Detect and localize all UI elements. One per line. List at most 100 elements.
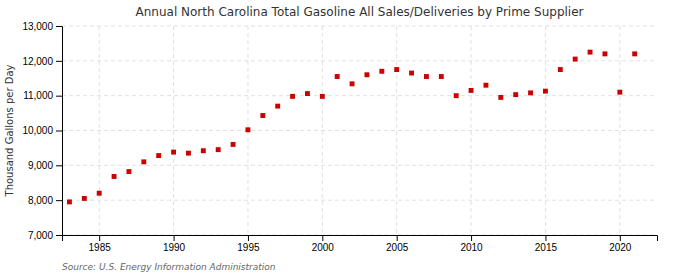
tick-label: 13,000 <box>22 21 53 32</box>
point <box>171 150 176 155</box>
tick: 1985 <box>89 235 112 253</box>
point <box>216 147 221 152</box>
tick: 7,000 <box>28 230 62 241</box>
point <box>260 113 265 118</box>
tick-label: 2010 <box>460 242 483 253</box>
tick-mark <box>56 96 62 97</box>
axis-line <box>63 236 658 242</box>
point <box>275 104 280 109</box>
tick: 2020 <box>609 235 632 253</box>
grid-line <box>62 26 657 27</box>
chart: 1985 1990 1995 2000 2005 2010 2015 2020 7,000 8,0… <box>0 0 675 275</box>
tick: 10,000 <box>22 125 62 136</box>
tick: 2000 <box>312 235 335 253</box>
point <box>558 67 563 72</box>
tick-label: 2000 <box>312 242 335 253</box>
point <box>290 94 295 99</box>
point <box>231 142 236 147</box>
point <box>320 94 325 99</box>
grid-line <box>322 26 323 235</box>
tick-mark <box>174 235 175 241</box>
point <box>439 74 444 79</box>
tick: 1990 <box>163 235 186 253</box>
tick: 9,000 <box>28 160 62 171</box>
point <box>573 57 578 62</box>
tick-mark <box>397 235 398 241</box>
point <box>498 95 503 100</box>
grid-line <box>62 130 657 131</box>
point <box>454 93 459 98</box>
source: Source: U.S. Energy Information Administ… <box>62 262 276 272</box>
tick-mark <box>56 165 62 166</box>
point <box>97 191 102 196</box>
tick: 8,000 <box>28 195 62 206</box>
axis-line <box>56 27 63 236</box>
y-axis: 7,000 8,000 9,000 10,000 11,000 12,000 13,000 <box>22 21 62 241</box>
grid-line <box>62 165 657 166</box>
tick-label: 2015 <box>535 242 558 253</box>
point <box>469 88 474 93</box>
point <box>424 74 429 79</box>
tick: 2015 <box>535 235 558 253</box>
grid-line <box>62 60 657 61</box>
point <box>141 159 146 164</box>
point <box>335 74 340 79</box>
point <box>528 90 533 95</box>
point <box>543 89 548 94</box>
point <box>305 91 310 96</box>
y-axis-label: Thousand Gallons per Day <box>4 64 15 197</box>
title: Annual North Carolina Total Gasoline All… <box>136 5 584 19</box>
tick-label: 1995 <box>237 242 260 253</box>
tick-mark <box>56 131 62 132</box>
tick-mark <box>56 235 62 236</box>
point <box>245 127 250 132</box>
point <box>409 71 414 76</box>
tick-mark <box>56 26 62 27</box>
point <box>350 81 355 86</box>
point <box>156 153 161 158</box>
grid-line <box>471 26 472 235</box>
tick-label: 7,000 <box>28 230 53 241</box>
grid-line <box>619 26 620 235</box>
tick-label: 9,000 <box>28 160 53 171</box>
point <box>632 51 637 56</box>
tick: 11,000 <box>23 90 62 101</box>
tick-label: 2020 <box>609 242 632 253</box>
grid-line <box>545 26 546 235</box>
point <box>126 169 131 174</box>
grid <box>62 26 657 235</box>
tick-mark <box>56 200 62 201</box>
tick-mark <box>322 235 323 241</box>
grid-line <box>62 95 657 96</box>
tick-label: 11,000 <box>23 90 53 101</box>
points <box>67 50 637 205</box>
tick-mark <box>248 235 249 241</box>
tick-label: 1990 <box>163 242 186 253</box>
grid-line <box>62 200 657 201</box>
tick-mark <box>471 235 472 241</box>
tick-label: 2005 <box>386 242 409 253</box>
tick: 1995 <box>237 235 260 253</box>
point <box>602 51 607 56</box>
tick: 2010 <box>460 235 483 253</box>
point <box>483 83 488 88</box>
point <box>67 199 72 204</box>
tick: 12,000 <box>22 56 62 67</box>
grid-line <box>99 26 100 235</box>
point <box>394 67 399 72</box>
tick: 13,000 <box>22 21 62 32</box>
tick-label: 10,000 <box>22 125 53 136</box>
point <box>364 72 369 77</box>
point <box>186 151 191 156</box>
tick-mark <box>620 235 621 241</box>
point <box>201 148 206 153</box>
point <box>112 174 117 179</box>
plot-area: 1985 1990 1995 2000 2005 2010 2015 2020 7,000 8,0… <box>22 21 657 253</box>
grid-line <box>396 26 397 235</box>
tick-label: 12,000 <box>22 56 53 67</box>
tick-label: 8,000 <box>28 195 53 206</box>
point <box>513 92 518 97</box>
tick: 2005 <box>386 235 409 253</box>
x-axis: 1985 1990 1995 2000 2005 2010 2015 2020 <box>63 235 658 253</box>
tick-mark <box>545 235 546 241</box>
